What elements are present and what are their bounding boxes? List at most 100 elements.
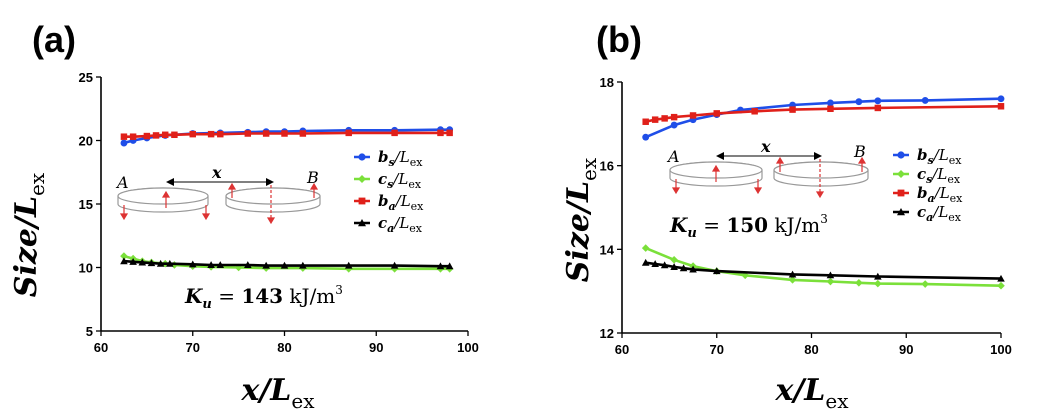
y-axis-title-main: Size/L [9,196,44,297]
legend-label-part: s [387,178,393,191]
axes: 60 70 80 90 100 12 14 16 18 [600,75,1012,357]
legend-marker [897,189,905,197]
data-point [129,257,137,265]
x-tick-label: 60 [94,340,108,355]
legend-marker [358,175,366,183]
legend-label-part: c [917,165,926,183]
y-axis-title-b: Size/Lex [561,157,601,282]
legend-label-part: ex [408,178,422,191]
data-point [689,265,697,273]
data-point [712,267,721,275]
data-point [120,139,128,147]
anno-prefix: K [669,213,689,237]
x-tick-label: 60 [615,342,629,357]
data-point [166,259,174,267]
data-point [642,118,649,125]
data-point [788,276,797,284]
y-axis-title-a: Size/Lex [9,172,49,297]
data-point [874,104,882,112]
series-b_s/L_ex [642,95,1005,141]
data-point [217,130,224,138]
data-point [660,261,669,269]
series-c_a/L_ex [120,257,454,270]
data-point [244,130,252,137]
legend-label: ca/Lex [917,203,962,224]
data-point [651,260,659,268]
data-point [713,110,720,117]
legend-item: ca/Lex [354,214,423,235]
data-point [207,261,215,268]
legend-item: ba/Lex [893,184,963,205]
anno-value: 150 [726,213,768,237]
data-point [189,130,196,138]
data-point [874,97,882,105]
legend-label-part: c [378,170,387,188]
x-axis-title-a: x/Lex [240,373,315,413]
disk-b-top [225,187,321,205]
legend-item: bs/Lex [893,146,962,167]
x-tick-label: 80 [804,342,818,357]
data-point [921,280,929,288]
data-point [390,261,399,269]
data-point [161,131,169,139]
y-tick-label: 12 [600,326,614,341]
data-point [826,271,835,279]
panel-label-a: (a) [32,19,76,60]
data-point [788,270,797,278]
data-point [789,106,796,113]
data-point [262,130,270,137]
y-tick-label: 14 [600,242,615,257]
data-point [997,281,1005,290]
panel-a: (a) Size/Lex x/Lex Ku = 143 kJ/m3 A B x [9,19,479,413]
anno-prefix: K [184,284,204,308]
data-point [188,260,197,268]
data-point [997,103,1005,110]
y-tick-label: 5 [86,324,93,339]
data-point [138,258,147,266]
data-point [437,129,444,137]
data-point [143,132,151,140]
data-point [216,261,225,268]
legend-label-part: a [389,200,396,213]
data-point [299,130,307,137]
legend-label-part: c [917,203,926,221]
legend-label: ca/Lex [378,214,423,235]
data-point [689,112,697,119]
legend-label-part: ex [409,222,423,235]
data-point [874,279,882,288]
disk-a [117,187,209,213]
data-point [826,277,835,286]
data-point [855,98,863,106]
legend-label: bs/Lex [378,148,423,169]
legend-label: ba/Lex [917,184,963,205]
legend-item: bs/Lex [354,148,423,169]
spin-arrows-a [119,182,319,225]
inset-label-b: B [306,168,319,187]
inset-label-a: A [666,147,680,166]
data-point [244,261,252,268]
disk-b [773,161,869,187]
anno-value: 143 [241,284,283,308]
legend-label-part: c [378,214,387,232]
data-point [344,261,353,269]
series-line [645,97,1002,139]
legend-label-part: a [928,192,935,205]
anno-power: 3 [820,212,828,226]
data-point [641,244,650,252]
x-axis-title-sub: ex [825,389,849,413]
legend-label-part: a [387,222,394,235]
x-axis-title-main: x/L [240,373,291,408]
inset-diagram-b: A B x [666,137,869,199]
legend-label-part: /L [932,146,949,164]
legend-marker [897,151,905,159]
data-point [262,261,270,269]
data-point [921,96,929,104]
x-tick-label: 100 [457,340,479,355]
legend-label-part: /L [393,148,410,166]
anno-sub: u [687,226,696,241]
data-point [641,258,650,266]
x-tick-label: 80 [277,340,291,355]
anno-unit: kJ/m [283,284,335,308]
data-point [281,130,288,137]
x-tick-label: 90 [899,342,913,357]
